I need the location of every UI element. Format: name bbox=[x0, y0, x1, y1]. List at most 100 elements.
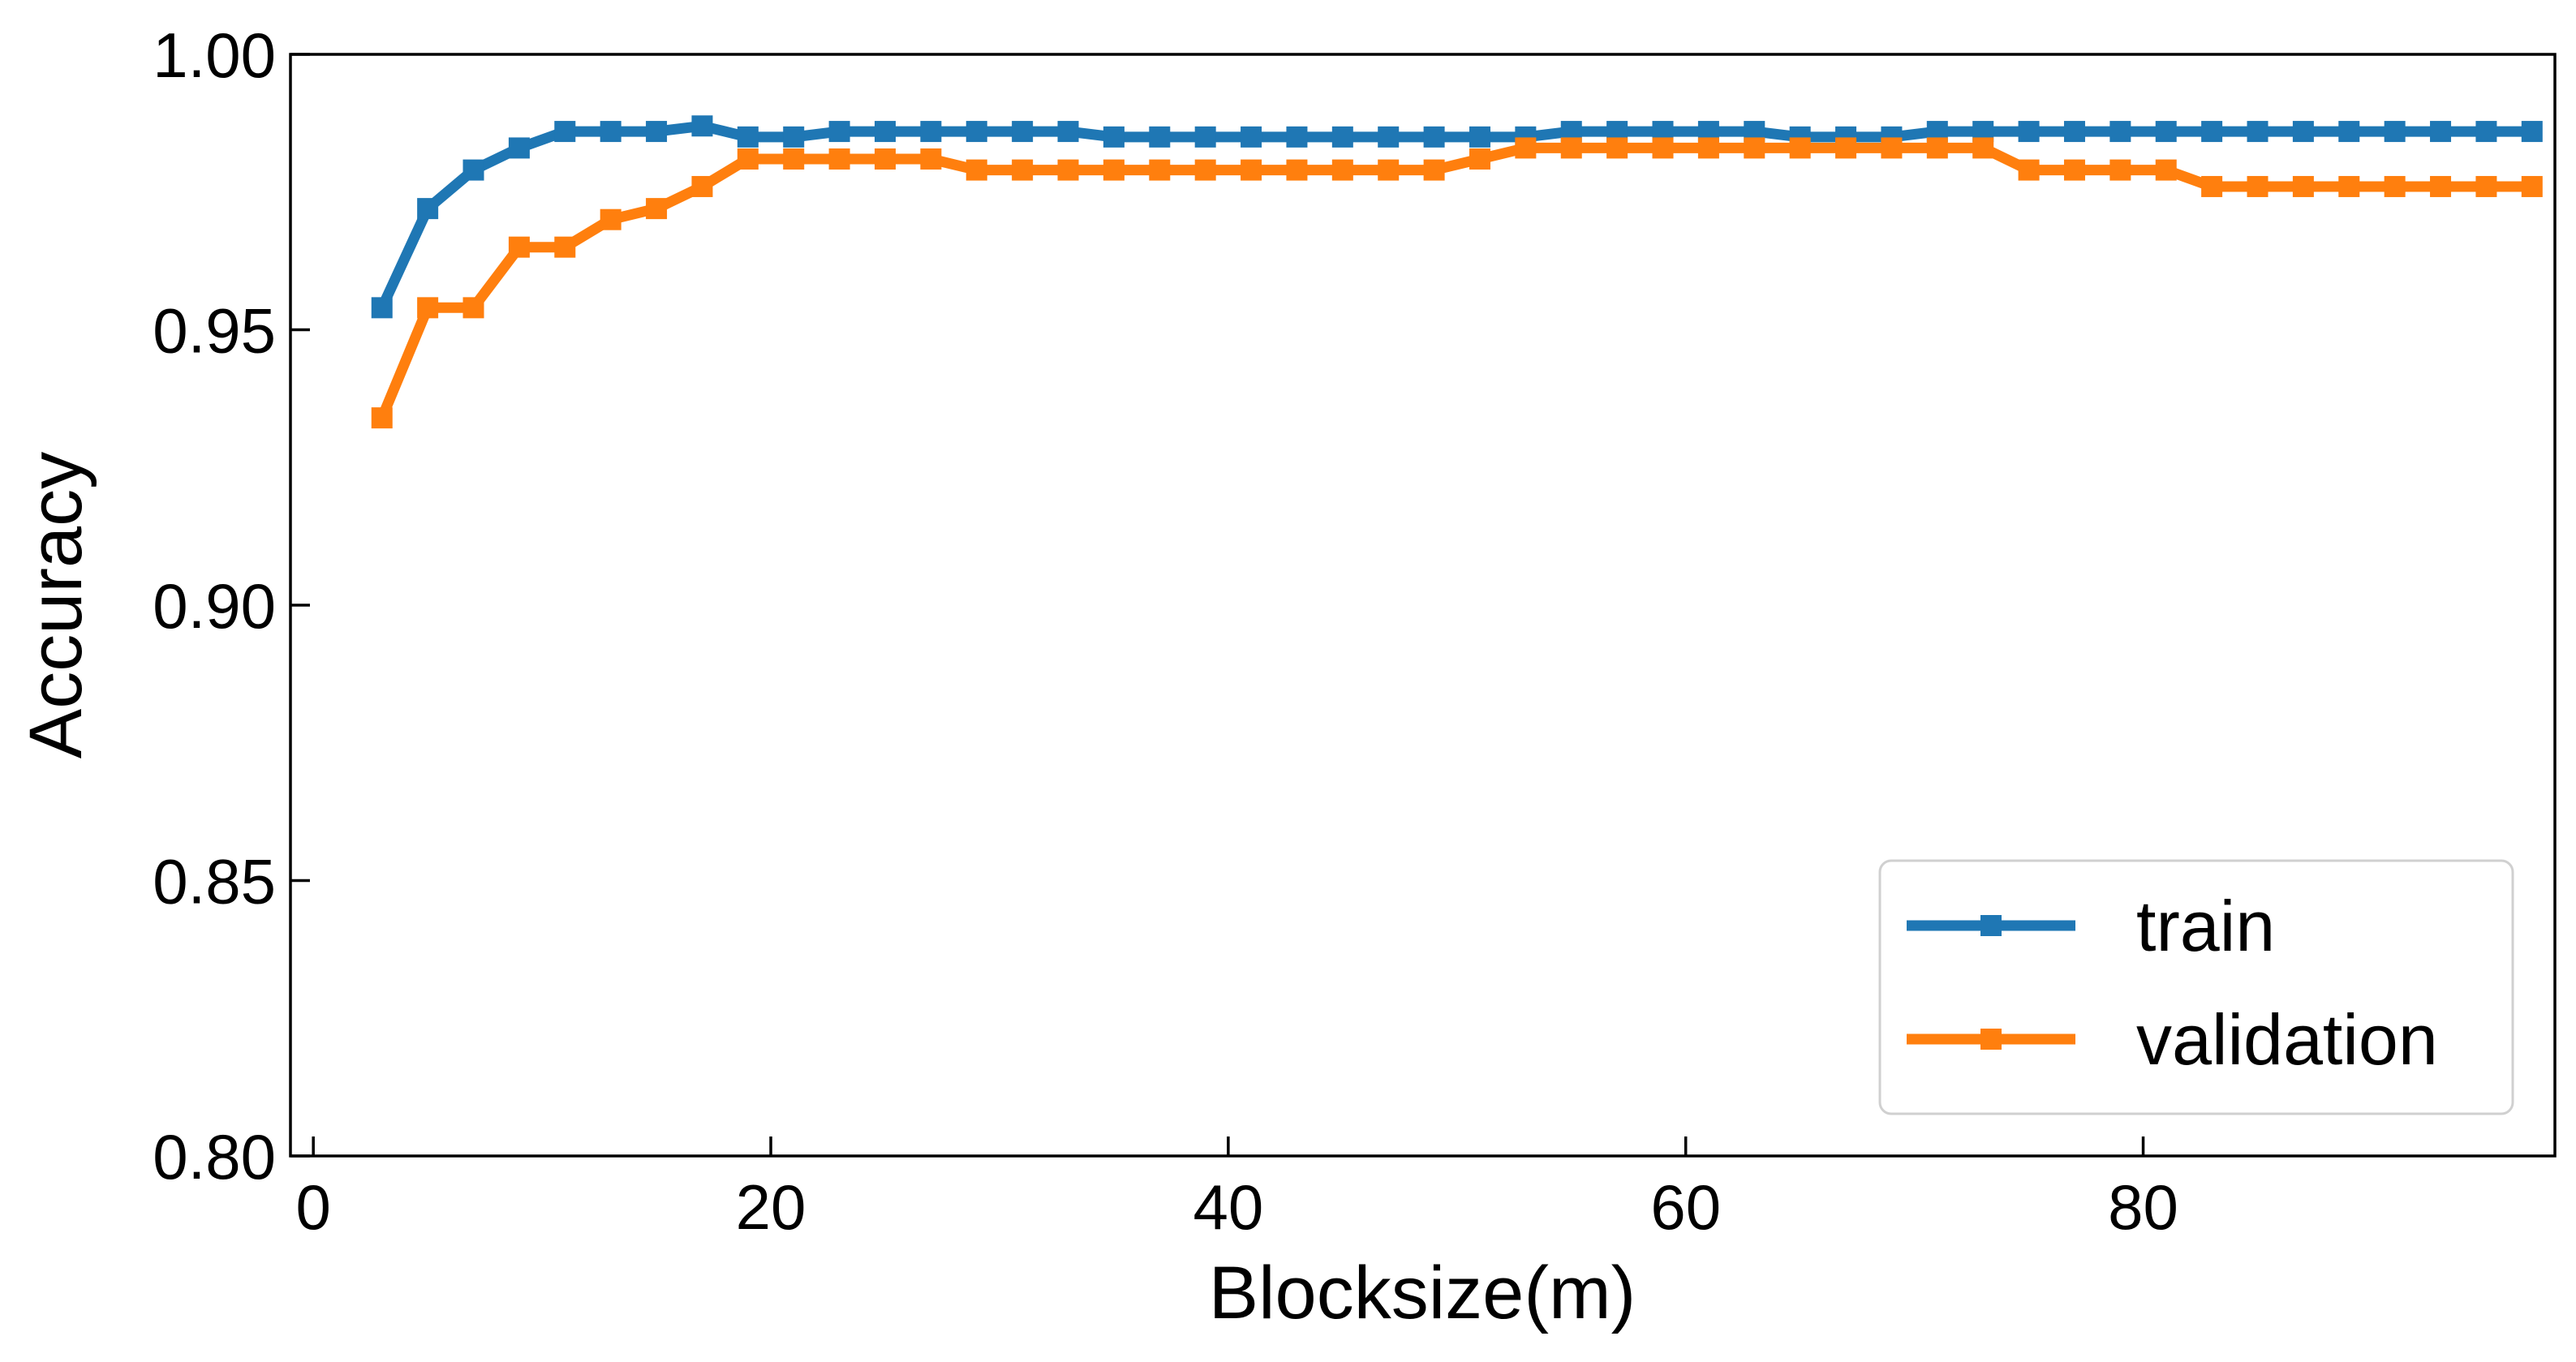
data-point-validation bbox=[1103, 159, 1125, 181]
x-axis-title: Blocksize(m) bbox=[1209, 1252, 1636, 1334]
data-point-train bbox=[1378, 126, 1400, 148]
legend-marker-validation bbox=[1980, 1029, 2002, 1050]
data-point-validation bbox=[1286, 159, 1308, 181]
data-point-validation bbox=[1194, 159, 1216, 181]
x-axis: 0 20 40 60 80 bbox=[295, 1136, 2178, 1243]
data-point-train bbox=[691, 115, 713, 137]
series-layer bbox=[371, 115, 2543, 429]
data-point-validation bbox=[2018, 159, 2040, 181]
data-point-validation bbox=[1515, 137, 1537, 159]
x-tick-label: 20 bbox=[736, 1171, 806, 1243]
data-point-validation bbox=[2292, 175, 2314, 197]
data-point-train bbox=[2109, 121, 2131, 143]
x-tick-label: 60 bbox=[1650, 1171, 1721, 1243]
data-point-train bbox=[2247, 121, 2269, 143]
x-tick-label: 80 bbox=[2108, 1171, 2178, 1243]
data-point-train bbox=[417, 198, 439, 220]
data-point-validation bbox=[2338, 175, 2360, 197]
data-point-train bbox=[2430, 121, 2452, 143]
y-tick-label: 0.95 bbox=[153, 295, 276, 367]
y-axis: 0.80 0.85 0.90 0.95 1.00 bbox=[153, 19, 310, 1192]
data-point-validation bbox=[874, 148, 896, 170]
data-point-validation bbox=[1149, 159, 1171, 181]
data-point-validation bbox=[1789, 137, 1811, 159]
data-point-validation bbox=[965, 159, 987, 181]
data-point-validation bbox=[1744, 137, 1765, 159]
data-point-train bbox=[828, 121, 850, 143]
data-point-train bbox=[462, 159, 484, 181]
data-point-train bbox=[2521, 121, 2543, 143]
data-point-validation bbox=[920, 148, 942, 170]
data-point-validation bbox=[828, 148, 850, 170]
data-point-train bbox=[371, 297, 393, 319]
data-point-validation bbox=[1423, 159, 1445, 181]
data-point-train bbox=[1423, 126, 1445, 148]
data-point-train bbox=[1286, 126, 1308, 148]
data-point-train bbox=[2292, 121, 2314, 143]
data-point-validation bbox=[2201, 175, 2223, 197]
data-point-train bbox=[783, 126, 805, 148]
data-point-train bbox=[1057, 121, 1079, 143]
data-point-train bbox=[1149, 126, 1171, 148]
data-point-train bbox=[965, 121, 987, 143]
y-tick-label: 0.85 bbox=[153, 846, 276, 917]
data-point-validation bbox=[2475, 175, 2497, 197]
data-point-train bbox=[2384, 121, 2406, 143]
data-point-validation bbox=[1331, 159, 1353, 181]
data-point-validation bbox=[2155, 159, 2177, 181]
data-point-validation bbox=[2384, 175, 2406, 197]
data-point-train bbox=[1194, 126, 1216, 148]
data-point-train bbox=[2018, 121, 2040, 143]
data-point-train bbox=[1331, 126, 1353, 148]
legend-label-train: train bbox=[2136, 886, 2275, 966]
data-point-train bbox=[554, 121, 576, 143]
y-tick-label: 0.90 bbox=[153, 570, 276, 642]
data-point-validation bbox=[1926, 137, 1948, 159]
data-point-validation bbox=[737, 148, 759, 170]
data-point-validation bbox=[1057, 159, 1079, 181]
data-point-train bbox=[1103, 126, 1125, 148]
data-point-validation bbox=[1560, 137, 1582, 159]
data-point-validation bbox=[508, 236, 530, 258]
data-point-validation bbox=[462, 297, 484, 319]
data-point-validation bbox=[2063, 159, 2085, 181]
data-point-validation bbox=[646, 198, 668, 220]
data-point-validation bbox=[1697, 137, 1719, 159]
data-point-validation bbox=[1972, 137, 1994, 159]
data-point-validation bbox=[1241, 159, 1262, 181]
data-point-validation bbox=[1378, 159, 1400, 181]
legend: train validation bbox=[1878, 859, 2514, 1115]
data-point-validation bbox=[554, 236, 576, 258]
data-point-validation bbox=[1606, 137, 1628, 159]
data-point-validation bbox=[1012, 159, 1034, 181]
y-tick-label: 0.80 bbox=[153, 1121, 276, 1192]
data-point-train bbox=[508, 137, 530, 159]
y-axis-title: Accuracy bbox=[15, 452, 97, 758]
data-point-train bbox=[2338, 121, 2360, 143]
data-point-train bbox=[920, 121, 942, 143]
data-point-validation bbox=[2430, 175, 2452, 197]
legend-label-validation: validation bbox=[2136, 999, 2438, 1080]
data-point-train bbox=[2201, 121, 2223, 143]
data-point-validation bbox=[783, 148, 805, 170]
data-point-validation bbox=[2109, 159, 2131, 181]
data-point-validation bbox=[1835, 137, 1857, 159]
x-tick-label: 40 bbox=[1193, 1171, 1263, 1243]
data-point-train bbox=[1241, 126, 1262, 148]
data-point-validation bbox=[2247, 175, 2269, 197]
data-point-validation bbox=[2521, 175, 2543, 197]
data-point-validation bbox=[1469, 148, 1490, 170]
data-point-validation bbox=[371, 407, 393, 429]
data-point-train bbox=[2063, 121, 2085, 143]
y-tick-label: 1.00 bbox=[153, 19, 276, 91]
data-point-validation bbox=[1881, 137, 1903, 159]
data-point-train bbox=[874, 121, 896, 143]
data-point-train bbox=[1012, 121, 1034, 143]
data-point-train bbox=[646, 121, 668, 143]
data-point-validation bbox=[600, 208, 621, 230]
data-point-train bbox=[1469, 126, 1490, 148]
data-point-train bbox=[2475, 121, 2497, 143]
data-point-validation bbox=[417, 297, 439, 319]
